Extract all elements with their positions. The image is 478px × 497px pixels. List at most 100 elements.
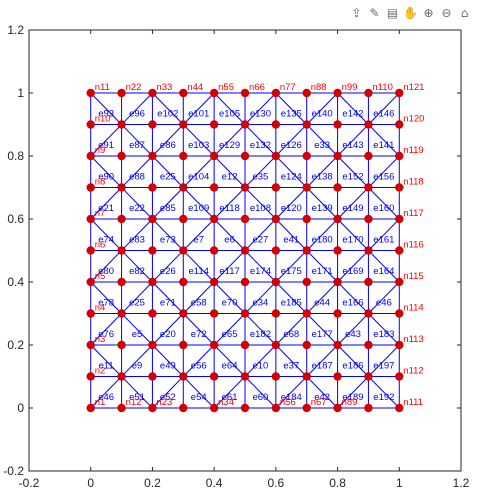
mesh-node <box>302 151 311 161</box>
edge-label: e183 <box>373 329 394 340</box>
edge-label: e68 <box>283 329 299 340</box>
node-label: n111 <box>403 397 423 408</box>
mesh-node <box>86 309 95 318</box>
mesh-node <box>179 246 188 255</box>
brush-icon[interactable]: ✎ <box>369 5 380 20</box>
edge-label: e58 <box>191 297 207 308</box>
edge-label: e49 <box>160 360 176 371</box>
x-tick-label: -0.2 <box>19 476 40 490</box>
edge-label: e135 <box>281 108 302 119</box>
edge-label: e25 <box>160 171 176 182</box>
node-label: n44 <box>187 82 203 93</box>
mesh-edge-diagonal <box>213 218 246 251</box>
mesh-node <box>148 372 157 381</box>
node-label: n2 <box>95 366 106 377</box>
mesh-edge-diagonal <box>152 218 184 251</box>
mesh-edge-diagonal <box>337 376 369 409</box>
mesh-node <box>209 372 219 381</box>
datatip-icon[interactable]: ▤ <box>386 5 399 20</box>
mesh-node <box>179 183 188 192</box>
node-label: n12 <box>126 397 142 408</box>
edge-label: e88 <box>129 171 145 182</box>
mesh-node <box>395 372 404 381</box>
mesh-node <box>117 183 126 192</box>
mesh-edge-diagonal <box>182 155 215 188</box>
mesh-edge-diagonal <box>275 281 308 314</box>
edge-label: e161 <box>373 234 394 245</box>
mesh-edge-diagonal <box>244 124 277 157</box>
edge-label: e170 <box>342 234 363 245</box>
x-tick-label: 0.2 <box>144 476 161 490</box>
edge-label: e120 <box>281 203 302 214</box>
edge-label: e22 <box>129 203 145 214</box>
figure-toolbar: ⇪ ✎ ▤ ✋ ⊕ ⊖ ⌂ <box>349 5 472 20</box>
edge-label: e174 <box>250 266 271 277</box>
mesh-node <box>302 120 311 129</box>
mesh-node <box>148 309 157 318</box>
mesh-node <box>364 246 373 255</box>
y-tick-label: -0.2 <box>3 464 24 478</box>
mesh-edge-diagonal <box>90 313 122 346</box>
mesh-node <box>179 309 188 318</box>
mesh-edge-diagonal <box>152 155 184 188</box>
edge-label: e90 <box>98 171 114 182</box>
mesh-node <box>86 214 95 224</box>
node-label: n116 <box>403 240 423 251</box>
mesh-edge-diagonal <box>275 92 308 125</box>
mesh-node <box>302 88 311 98</box>
node-label: n3 <box>95 334 106 345</box>
mesh-node <box>240 403 250 413</box>
mesh-edge-diagonal <box>368 376 400 409</box>
edge-label: e166 <box>342 297 363 308</box>
mesh-edge-diagonal <box>275 155 308 188</box>
mesh-node <box>271 372 281 381</box>
edge-label: e10 <box>252 360 268 371</box>
edge-label: e143 <box>342 140 363 151</box>
mesh-edge-diagonal <box>182 250 215 283</box>
mesh-edge-diagonal <box>182 124 215 157</box>
pan-icon[interactable]: ✋ <box>403 5 418 20</box>
edge-label: e130 <box>250 108 271 119</box>
y-tick-label: 0.8 <box>7 149 24 163</box>
mesh-node <box>395 88 404 98</box>
mesh-edge-diagonal <box>152 313 184 346</box>
mesh-node <box>179 214 188 224</box>
mesh-node <box>86 151 95 161</box>
mesh-node <box>148 403 157 413</box>
edge-label: e186 <box>342 360 363 371</box>
mesh-edge-diagonal <box>306 92 338 125</box>
mesh-edge-diagonal <box>275 376 308 409</box>
edge-label: e101 <box>188 108 209 119</box>
mesh-node <box>240 277 250 287</box>
mesh-node <box>117 88 126 98</box>
mesh-node <box>302 403 311 413</box>
zoom-in-icon[interactable]: ⊕ <box>423 5 434 20</box>
edge-label: e21 <box>98 203 114 214</box>
mesh-node <box>148 214 157 224</box>
edge-label: e87 <box>129 140 145 151</box>
mesh-node <box>395 151 404 161</box>
edge-label: e74 <box>98 234 114 245</box>
node-label: n115 <box>403 271 423 282</box>
mesh-node <box>302 277 311 287</box>
edge-label: e43 <box>345 329 361 340</box>
mesh-node <box>148 277 157 287</box>
mesh-node <box>333 246 342 255</box>
mesh-node <box>148 340 157 350</box>
mesh-edge-diagonal <box>213 313 246 346</box>
mesh-node <box>302 309 311 318</box>
mesh-node <box>271 88 281 98</box>
mesh-node <box>364 151 373 161</box>
home-icon[interactable]: ⌂ <box>460 5 469 20</box>
mesh-node <box>271 214 281 224</box>
edge-label: e20 <box>160 329 176 340</box>
node-label: n6 <box>95 240 106 251</box>
mesh-node <box>179 340 188 350</box>
mesh-edge-diagonal <box>213 281 246 314</box>
node-label: n34 <box>218 397 234 408</box>
mesh-node <box>333 340 342 350</box>
edge-label: e70 <box>222 297 238 308</box>
mesh-node <box>271 151 281 161</box>
export-icon[interactable]: ⇪ <box>351 5 362 20</box>
zoom-out-icon[interactable]: ⊖ <box>441 5 452 20</box>
